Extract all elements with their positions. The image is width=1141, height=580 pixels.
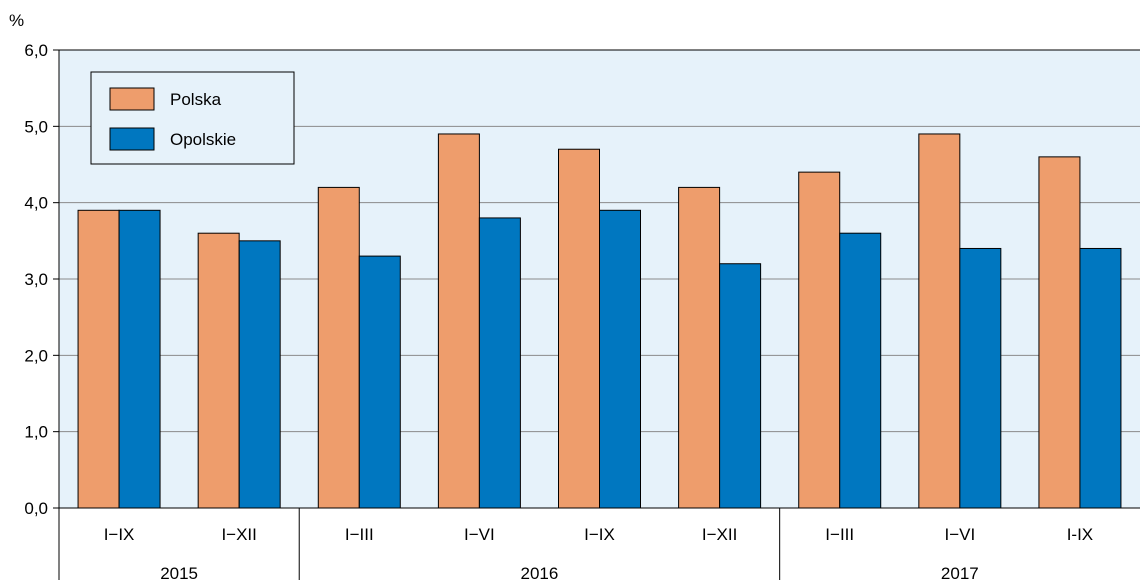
bar [77,209,120,509]
bar [478,217,521,509]
bar [599,209,641,509]
x-category-label: I−III [825,525,854,544]
legend-swatch [109,87,155,111]
x-category-label: I−XII [221,525,256,544]
bar [719,263,762,509]
x-category-label: I-IX [1067,525,1093,544]
bars [77,133,1122,509]
legend-label: Polska [170,90,222,109]
x-group-label: 2016 [521,564,559,580]
x-category-label: I−III [345,525,374,544]
x-category-label: I−IX [104,525,135,544]
x-group-label: 2017 [941,564,979,580]
bar [317,186,360,509]
bar [238,240,281,509]
bar [358,255,401,509]
x-category-label: I−XII [702,525,737,544]
y-tick-label: 1,0 [24,423,48,442]
bar [678,186,721,509]
bar [959,247,1002,509]
bar [839,232,882,509]
x-group-label: 2015 [160,564,198,580]
y-tick-label: 0,0 [24,499,48,518]
axes [58,49,1140,580]
y-tick-label: 4,0 [24,194,48,213]
bar [197,232,240,509]
y-tick-label: 3,0 [24,270,48,289]
bar [437,133,480,509]
y-axis-label: % [9,11,24,30]
y-tick-label: 6,0 [24,41,48,60]
y-tick-label: 2,0 [24,346,48,365]
bar [118,209,161,509]
bar [798,171,841,509]
bar [1038,156,1081,509]
bar [1079,247,1122,509]
legend-swatch [109,127,155,151]
bar [558,148,600,509]
bar [918,133,961,509]
x-axis-categories: I−IX I−XII I−III I−VI I−IX I−XII I−III I−VI I-IX… [104,508,1093,580]
x-category-label: I−VI [464,525,495,544]
y-axis-ticks: 0,0 1,0 2,0 3,0 4,0 5,0 6,0 [24,41,59,518]
y-tick-label: 5,0 [24,117,48,136]
x-category-label: I−IX [584,525,615,544]
legend-label: Opolskie [170,130,236,149]
x-category-label: I−VI [944,525,975,544]
legend: Polska Opolskie [90,71,295,165]
